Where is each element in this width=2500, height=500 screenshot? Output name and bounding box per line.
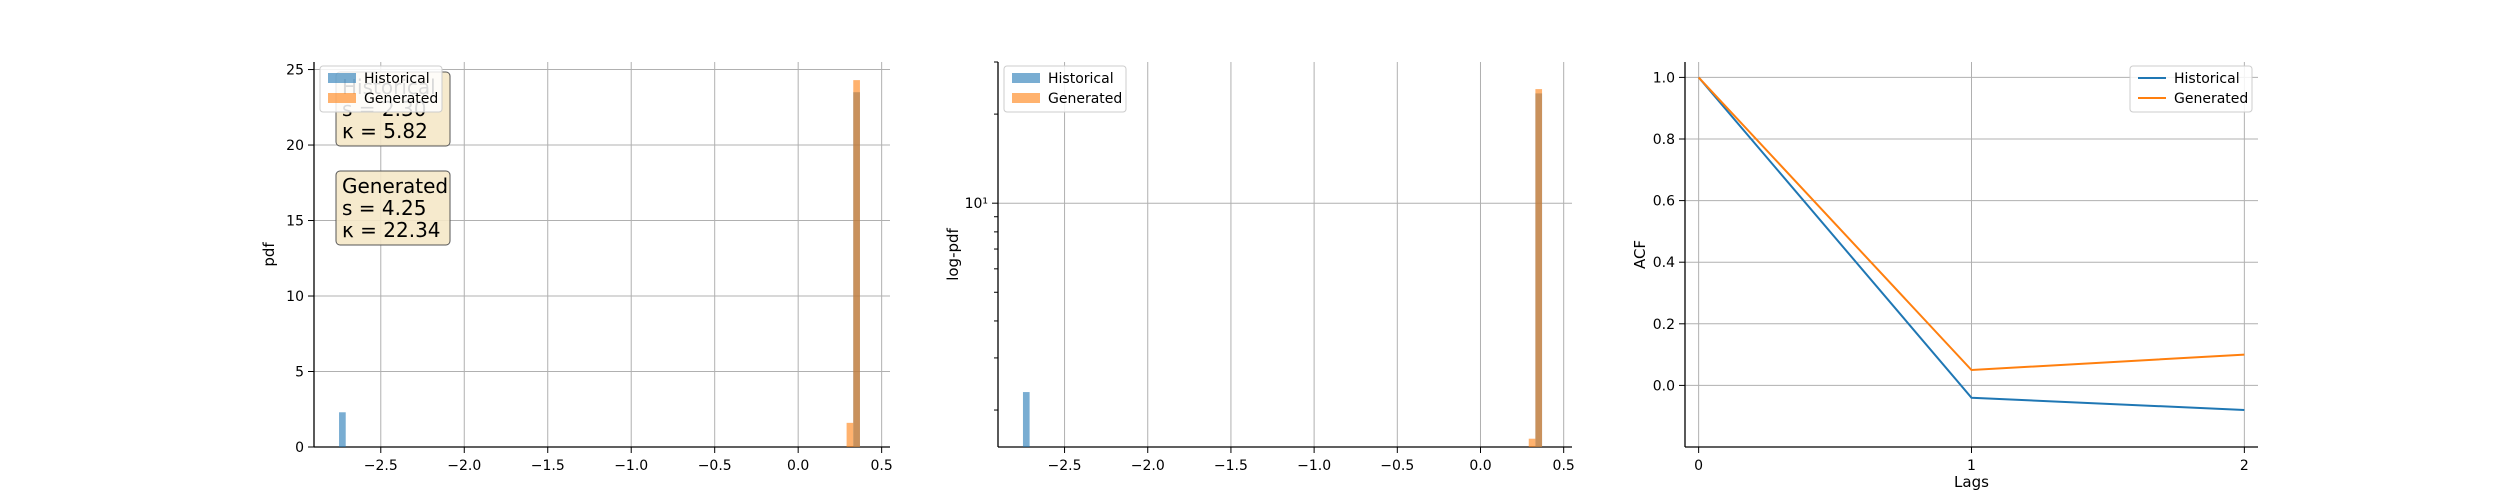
legend-swatch-historical [1012, 73, 1040, 83]
x-tick-label: −1.5 [1214, 458, 1248, 474]
y-tick-label: 0.2 [1653, 317, 1675, 333]
acf-chart: 0 1 2 0.0 0.2 0.4 0.6 0.8 1.0 ACF Lags Historical Ge… [1631, 62, 2258, 491]
stats-box-line: Generated [342, 174, 448, 198]
pdf-chart: −2.5 −2.0 −1.5 −1.0 −0.5 0.0 0.5 0 5 10 15 20 25 pdf H… [260, 62, 893, 474]
legend: Historical Generated [2129, 65, 2253, 113]
y-tick-label: 0.6 [1653, 194, 1675, 210]
legend-label-historical: Historical [2174, 71, 2240, 87]
legend-label-historical: Historical [364, 71, 430, 87]
x-tick-label: −2.0 [1131, 458, 1165, 474]
x-tick-label: 0.5 [871, 458, 893, 474]
x-tick-label: −1.0 [614, 458, 648, 474]
y-tick-label: 0.0 [1653, 378, 1675, 394]
stats-box-frame [335, 170, 451, 246]
stats-box-line: s = 4.25 [342, 196, 426, 220]
x-tick-label: −2.5 [364, 458, 398, 474]
x-tick-label: −1.0 [1297, 458, 1331, 474]
y-tick-label: 20 [286, 138, 304, 154]
legend-label-generated: Generated [364, 91, 438, 107]
legend-swatch-historical [328, 73, 356, 83]
x-tick-label: −0.5 [1380, 458, 1414, 474]
legend-label-generated: Generated [2174, 91, 2248, 107]
legend: Historical Generated [1003, 65, 1127, 113]
histogram-bar-generated [1528, 438, 1536, 447]
y-axis-label: pdf [260, 242, 278, 267]
acf-line-generated [1697, 76, 2245, 372]
y-tick-label: 5 [295, 365, 304, 381]
y-tick-label: 15 [286, 214, 304, 230]
x-axis-label: Lags [1954, 473, 1989, 491]
x-tick-label: 0.0 [1469, 458, 1491, 474]
histogram-bar-historical [339, 412, 346, 447]
x-tick-label: −0.5 [698, 458, 732, 474]
x-tick-label: 2 [2240, 458, 2249, 474]
x-tick-label: 0.5 [1553, 458, 1575, 474]
histogram-bar-historical [1022, 392, 1030, 447]
legend-swatch-generated [328, 93, 356, 103]
stats-box-line: κ = 5.82 [342, 119, 428, 143]
y-tick-label: 0 [295, 440, 304, 456]
x-tick-label: −2.0 [447, 458, 481, 474]
stats-box-line: κ = 22.34 [342, 218, 441, 242]
x-tick-label: −2.5 [1048, 458, 1082, 474]
y-axis-label: ACF [1631, 240, 1649, 269]
acf-line-historical [1697, 76, 2245, 412]
legend: Historical Generated [319, 65, 443, 113]
y-tick-label: 10¹ [965, 196, 988, 212]
histogram-bar-generated [1535, 89, 1543, 447]
histogram-bar-generated [853, 80, 860, 447]
y-axis-label: log-pdf [944, 227, 962, 280]
histogram-bar-generated [846, 422, 854, 447]
legend-label-historical: Historical [1048, 71, 1114, 87]
y-tick-label: 1.0 [1653, 70, 1675, 86]
x-tick-label: 0 [1694, 458, 1703, 474]
y-tick-label: 0.4 [1653, 255, 1675, 271]
x-tick-label: 0.0 [787, 458, 809, 474]
legend-label-generated: Generated [1048, 91, 1122, 107]
y-tick-label: 10 [286, 289, 304, 305]
x-tick-label: 1 [1967, 458, 1976, 474]
y-tick-label: 25 [286, 63, 304, 79]
y-tick-label: 0.8 [1653, 132, 1675, 148]
legend-swatch-generated [1012, 93, 1040, 103]
x-tick-label: −1.5 [531, 458, 565, 474]
